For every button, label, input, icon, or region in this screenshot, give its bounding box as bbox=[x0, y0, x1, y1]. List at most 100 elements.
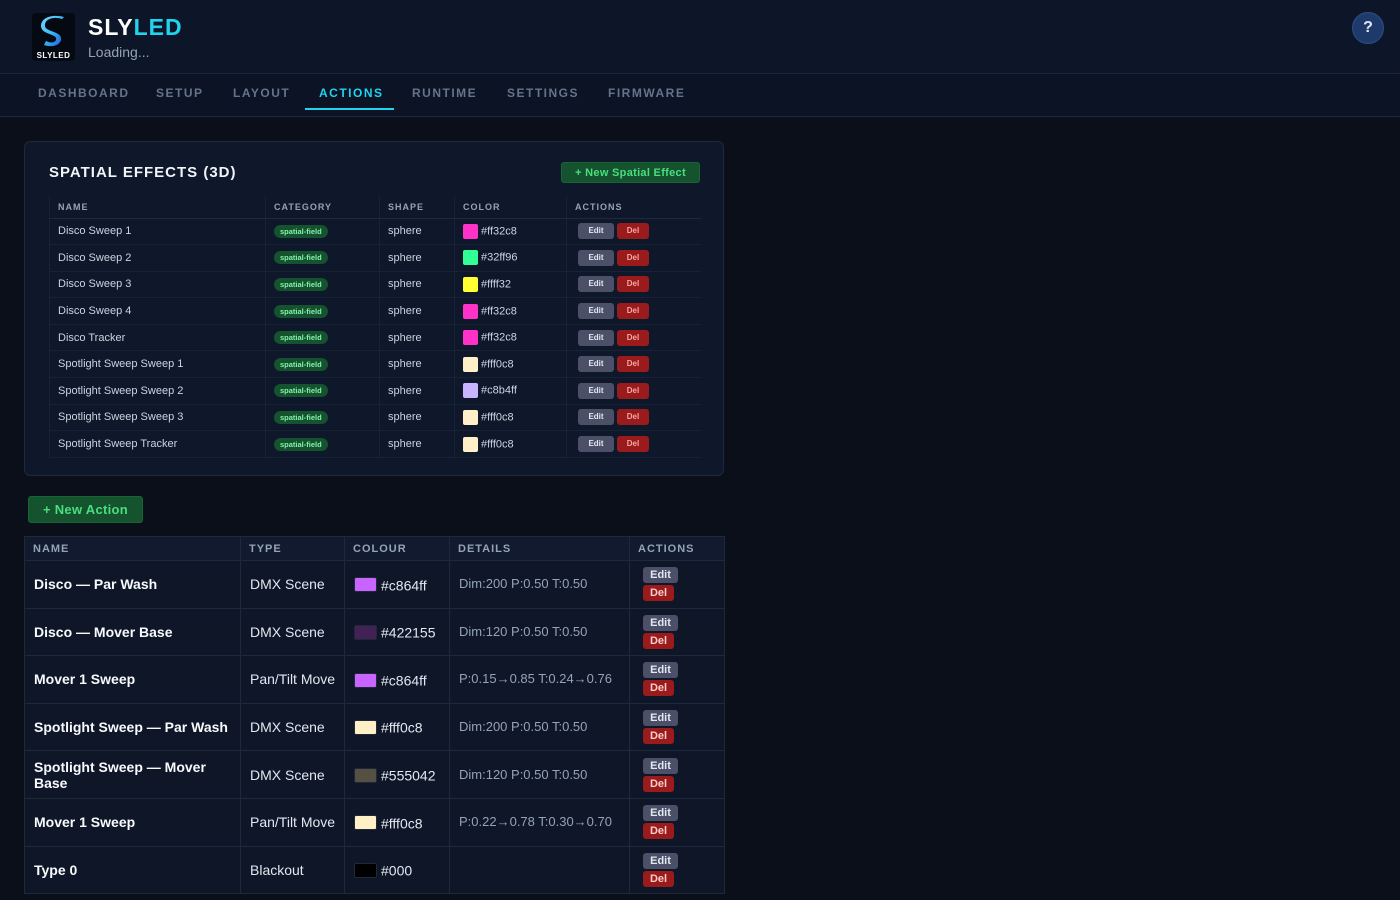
new-spatial-effect-button[interactable]: + New Spatial Effect bbox=[561, 162, 700, 183]
actions-cell: Edit Del bbox=[567, 431, 701, 458]
delete-button[interactable]: Del bbox=[617, 356, 649, 372]
category-badge: spatial-field bbox=[274, 225, 328, 238]
category-cell: spatial-field bbox=[266, 324, 380, 351]
category-badge: spatial-field bbox=[274, 305, 328, 318]
delete-button[interactable]: Del bbox=[643, 585, 674, 601]
help-button[interactable]: ? bbox=[1352, 12, 1384, 44]
table-row: Disco — Mover Base DMX Scene #422155 Dim:12… bbox=[25, 608, 725, 656]
color-cell: #32ff96 bbox=[455, 245, 567, 272]
edit-button[interactable]: Edit bbox=[578, 409, 614, 425]
category-badge: spatial-field bbox=[274, 251, 328, 264]
delete-button[interactable]: Del bbox=[617, 330, 649, 346]
tab-firmware[interactable]: FIRMWARE bbox=[608, 75, 685, 111]
logo-s-icon bbox=[40, 15, 67, 49]
edit-button[interactable]: Edit bbox=[578, 330, 614, 346]
colour-cell: #000 bbox=[345, 846, 450, 894]
colour-swatch bbox=[354, 625, 377, 640]
category-badge: spatial-field bbox=[274, 384, 328, 397]
action-details bbox=[450, 846, 630, 894]
action-type: Pan/Tilt Move bbox=[241, 798, 345, 846]
category-cell: spatial-field bbox=[266, 271, 380, 298]
new-action-button[interactable]: + New Action bbox=[28, 496, 143, 523]
tab-actions[interactable]: ACTIONS bbox=[319, 75, 384, 111]
colour-swatch bbox=[354, 768, 377, 783]
edit-button[interactable]: Edit bbox=[643, 805, 678, 821]
table-row: Spotlight Sweep Tracker spatial-field sphe… bbox=[50, 431, 701, 458]
active-tab-indicator bbox=[305, 108, 394, 110]
tab-dashboard[interactable]: DASHBOARD bbox=[38, 75, 130, 111]
action-name: Spotlight Sweep — Par Wash bbox=[25, 703, 241, 751]
action-name: Mover 1 Sweep bbox=[25, 656, 241, 704]
color-hex: #ff32c8 bbox=[481, 225, 517, 237]
edit-button[interactable]: Edit bbox=[578, 303, 614, 319]
action-name: Spotlight Sweep — Mover Base bbox=[25, 751, 241, 799]
category-badge: spatial-field bbox=[274, 411, 328, 424]
delete-button[interactable]: Del bbox=[617, 303, 649, 319]
colour-cell: #c864ff bbox=[345, 656, 450, 704]
color-hex: #c8b4ff bbox=[481, 385, 517, 397]
category-cell: spatial-field bbox=[266, 218, 380, 245]
column-header: DETAILS bbox=[450, 537, 630, 561]
colour-cell: #c864ff bbox=[345, 561, 450, 609]
edit-button[interactable]: Edit bbox=[578, 356, 614, 372]
shape-cell: sphere bbox=[380, 298, 455, 325]
tab-runtime[interactable]: RUNTIME bbox=[412, 75, 477, 111]
edit-button[interactable]: Edit bbox=[643, 853, 678, 869]
action-type: DMX Scene bbox=[241, 608, 345, 656]
category-badge: spatial-field bbox=[274, 358, 328, 371]
colour-swatch bbox=[354, 720, 377, 735]
delete-button[interactable]: Del bbox=[643, 776, 674, 792]
delete-button[interactable]: Del bbox=[617, 436, 649, 452]
delete-button[interactable]: Del bbox=[617, 223, 649, 239]
delete-button[interactable]: Del bbox=[643, 728, 674, 744]
shape-cell: sphere bbox=[380, 245, 455, 272]
edit-button[interactable]: Edit bbox=[578, 436, 614, 452]
actions-cell: Edit Del bbox=[630, 561, 725, 609]
edit-button[interactable]: Edit bbox=[578, 383, 614, 399]
table-header-row: NAME TYPE COLOUR DETAILS ACTIONS bbox=[25, 537, 725, 561]
delete-button[interactable]: Del bbox=[617, 276, 649, 292]
brand-primary: SLY bbox=[88, 14, 134, 40]
colour-hex: #555042 bbox=[381, 767, 436, 783]
edit-button[interactable]: Edit bbox=[643, 758, 678, 774]
tab-setup[interactable]: SETUP bbox=[156, 75, 204, 111]
edit-button[interactable]: Edit bbox=[643, 662, 678, 678]
color-cell: #c8b4ff bbox=[455, 378, 567, 405]
shape-cell: sphere bbox=[380, 431, 455, 458]
delete-button[interactable]: Del bbox=[643, 823, 674, 839]
tab-layout[interactable]: LAYOUT bbox=[233, 75, 290, 111]
delete-button[interactable]: Del bbox=[617, 409, 649, 425]
colour-hex: #fff0c8 bbox=[381, 815, 423, 831]
logo-text: SLYLED bbox=[32, 51, 75, 60]
table-row: Disco Sweep 3 spatial-field sphere #ffff32 E… bbox=[50, 271, 701, 298]
edit-button[interactable]: Edit bbox=[578, 223, 614, 239]
delete-button[interactable]: Del bbox=[643, 633, 674, 649]
effect-name: Disco Sweep 2 bbox=[50, 245, 266, 272]
colour-swatch bbox=[354, 577, 377, 592]
column-header: COLOUR bbox=[345, 537, 450, 561]
delete-button[interactable]: Del bbox=[617, 383, 649, 399]
color-hex: #ffff32 bbox=[481, 278, 511, 290]
table-row: Disco Tracker spatial-field sphere #ff32c8 E… bbox=[50, 324, 701, 351]
delete-button[interactable]: Del bbox=[617, 250, 649, 266]
action-name: Mover 1 Sweep bbox=[25, 798, 241, 846]
color-swatch bbox=[463, 304, 478, 319]
color-cell: #fff0c8 bbox=[455, 351, 567, 378]
color-hex: #fff0c8 bbox=[481, 438, 514, 450]
edit-button[interactable]: Edit bbox=[643, 710, 678, 726]
action-type: Blackout bbox=[241, 846, 345, 894]
slyled-logo: SLYLED bbox=[32, 13, 75, 61]
actions-cell: Edit Del bbox=[567, 298, 701, 325]
edit-button[interactable]: Edit bbox=[643, 615, 678, 631]
spatial-effects-card: SPATIAL EFFECTS (3D) + New Spatial Effec… bbox=[24, 141, 724, 476]
actions-cell: Edit Del bbox=[630, 846, 725, 894]
table-header-row: NAME CATEGORY SHAPE COLOR ACTIONS bbox=[50, 196, 701, 218]
edit-button[interactable]: Edit bbox=[578, 250, 614, 266]
tab-settings[interactable]: SETTINGS bbox=[507, 75, 579, 111]
effect-name: Disco Sweep 3 bbox=[50, 271, 266, 298]
edit-button[interactable]: Edit bbox=[643, 567, 678, 583]
delete-button[interactable]: Del bbox=[643, 871, 674, 887]
edit-button[interactable]: Edit bbox=[578, 276, 614, 292]
delete-button[interactable]: Del bbox=[643, 680, 674, 696]
action-type: DMX Scene bbox=[241, 703, 345, 751]
